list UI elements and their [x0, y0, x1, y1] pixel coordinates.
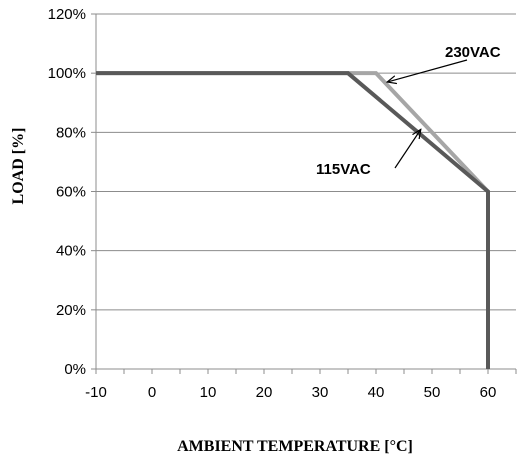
annotations: 230VAC 115VAC: [316, 44, 501, 178]
x-tick-label-2: 10: [200, 384, 217, 401]
gridlines: [96, 13, 516, 370]
axes: [91, 13, 517, 374]
arrow-115vac: [394, 129, 421, 169]
y-tick-label-0: 0%: [64, 361, 86, 378]
series-label-230vac: 230VAC: [445, 44, 501, 61]
x-tick-label-1: 0: [148, 384, 156, 401]
y-tick-label-1: 20%: [56, 302, 86, 319]
x-tick-label-3: 20: [256, 384, 273, 401]
y-tick-label-4: 80%: [56, 124, 86, 141]
y-tick-label-3: 60%: [56, 184, 86, 201]
arrow-230vac: [387, 59, 468, 82]
x-tick-label-6: 50: [424, 384, 441, 401]
y-tick-label-5: 100%: [48, 65, 86, 82]
x-tick-label-7: 60: [480, 384, 497, 401]
y-tick-label-2: 40%: [56, 243, 86, 260]
x-axis-title: AMBIENT TEMPERATURE [°C]: [177, 438, 413, 455]
series-lines: [96, 71, 490, 369]
x-tick-label-4: 30: [312, 384, 329, 401]
x-tick-label-0: -10: [85, 384, 107, 401]
series-line-115vac: [96, 71, 490, 369]
tick-labels: 0% 20% 40% 60% 80% 100% 120% -10 0 10 20 30 40 50 60: [48, 6, 497, 401]
series-line-230vac: [96, 71, 490, 369]
series-label-115vac: 115VAC: [316, 161, 371, 178]
y-tick-label-6: 120%: [48, 6, 86, 23]
y-axis-title: LOAD [%]: [10, 128, 27, 205]
x-tick-label-5: 40: [368, 384, 385, 401]
